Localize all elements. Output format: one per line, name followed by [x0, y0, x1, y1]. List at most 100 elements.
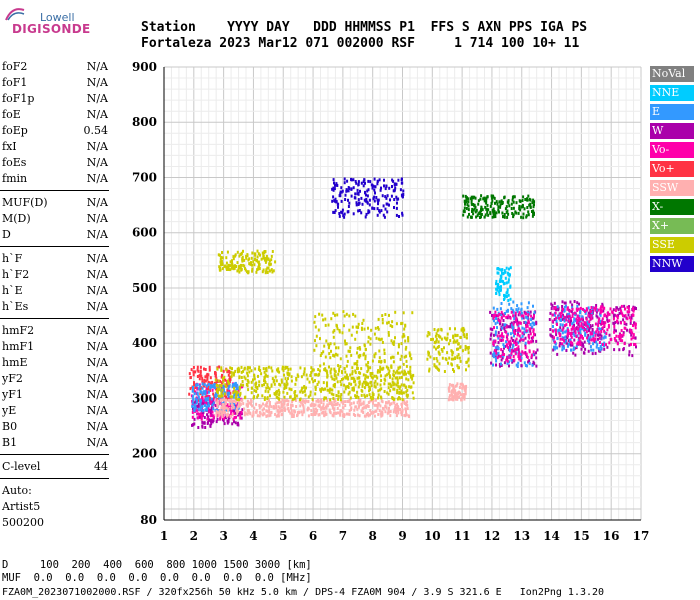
data-point — [383, 215, 386, 219]
data-point — [231, 385, 234, 389]
data-point — [561, 309, 564, 313]
data-point — [367, 361, 370, 364]
data-point — [573, 300, 576, 303]
data-point — [428, 332, 431, 336]
data-point — [220, 375, 223, 379]
data-point — [330, 349, 332, 353]
data-point — [271, 369, 274, 373]
data-point — [368, 389, 370, 393]
data-point — [303, 367, 306, 371]
data-point — [207, 401, 210, 405]
data-point — [252, 396, 255, 400]
data-point — [362, 318, 365, 322]
data-point — [622, 318, 625, 322]
data-point — [341, 331, 344, 335]
data-point — [233, 390, 236, 394]
data-point — [335, 411, 337, 415]
data-point — [463, 387, 466, 391]
data-point — [343, 314, 346, 318]
data-point — [226, 421, 229, 425]
param-g4-2: hmE N/A — [2, 356, 108, 370]
data-point — [201, 380, 204, 384]
data-point — [323, 406, 326, 410]
data-point — [337, 372, 340, 376]
data-point — [630, 342, 632, 346]
data-point — [499, 205, 502, 209]
data-point — [310, 413, 313, 416]
data-point — [393, 198, 396, 201]
data-point — [314, 339, 316, 343]
data-point — [532, 321, 535, 325]
legend-item-noval: NoVal — [650, 66, 694, 82]
data-point — [584, 309, 586, 313]
data-point — [374, 326, 377, 330]
data-point — [392, 387, 395, 391]
data-point — [245, 412, 248, 416]
data-point — [344, 404, 347, 407]
data-point — [283, 387, 286, 390]
separator-line — [0, 190, 109, 191]
data-point — [237, 406, 240, 410]
data-point — [209, 423, 212, 427]
data-point — [562, 307, 564, 311]
data-point — [495, 314, 498, 318]
data-point — [571, 322, 574, 326]
data-point — [258, 404, 261, 407]
data-point — [403, 399, 406, 403]
data-point — [389, 324, 392, 328]
data-point — [553, 307, 556, 311]
data-point — [507, 272, 510, 276]
data-point — [626, 305, 629, 309]
data-point — [377, 389, 380, 393]
data-point — [400, 342, 403, 346]
data-point — [599, 333, 602, 337]
data-point — [390, 402, 393, 406]
data-point — [256, 249, 259, 253]
data-point — [467, 347, 470, 351]
data-point — [494, 354, 497, 358]
data-point — [244, 395, 247, 399]
data-point — [212, 419, 215, 422]
data-point — [373, 188, 376, 192]
data-point — [236, 269, 239, 273]
data-point — [451, 393, 454, 397]
data-point — [462, 194, 465, 198]
data-point — [398, 396, 400, 400]
data-point — [498, 319, 501, 322]
data-point — [500, 274, 503, 278]
data-cluster-vo- — [492, 310, 535, 363]
data-point — [235, 415, 237, 419]
data-point — [533, 211, 535, 215]
data-point — [246, 367, 249, 371]
data-point — [339, 411, 342, 415]
data-point — [433, 328, 436, 331]
data-point — [276, 390, 278, 394]
data-point — [218, 267, 221, 271]
data-point — [318, 403, 321, 407]
data-point — [505, 210, 508, 214]
data-point — [505, 281, 508, 285]
data-point — [227, 263, 230, 267]
data-point — [356, 351, 358, 355]
data-point — [300, 410, 303, 414]
data-point — [561, 337, 564, 341]
data-point — [626, 328, 628, 332]
data-point — [228, 377, 231, 381]
data-point — [219, 260, 222, 264]
data-point — [587, 334, 590, 337]
data-point — [480, 213, 483, 216]
data-point — [229, 408, 232, 411]
data-point — [461, 386, 464, 390]
data-point — [549, 311, 552, 315]
data-point — [321, 411, 324, 415]
data-point — [387, 366, 390, 370]
data-point — [464, 202, 466, 206]
data-point — [263, 256, 266, 260]
data-point — [350, 194, 353, 198]
data-point — [571, 312, 574, 316]
data-point — [492, 353, 495, 357]
data-point — [292, 413, 295, 417]
param-g3-2: h`E N/A — [2, 284, 108, 298]
data-point — [439, 335, 442, 339]
data-point — [564, 330, 567, 334]
